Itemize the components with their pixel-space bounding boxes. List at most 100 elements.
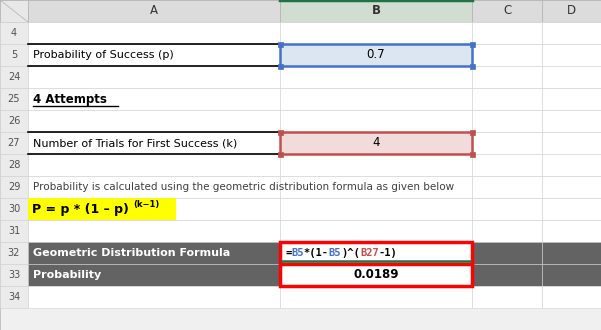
Text: B: B (371, 5, 380, 17)
Bar (280, 220, 472, 242)
Text: Probability: Probability (33, 270, 101, 280)
Bar (0, 22, 28, 44)
Bar (0, 198, 28, 220)
Bar (542, 242, 601, 264)
Bar (0, 88, 28, 110)
Bar (542, 264, 601, 286)
Bar (472, 242, 542, 264)
Bar (28, 0, 280, 22)
Bar (28, 286, 280, 308)
Text: 26: 26 (8, 116, 20, 126)
Bar (280, 132, 472, 154)
Bar (472, 88, 542, 110)
Bar (280, 242, 472, 264)
Bar (0, 0, 28, 22)
Bar (542, 44, 601, 66)
Text: 4 Attempts: 4 Attempts (33, 92, 107, 106)
Text: B27: B27 (360, 248, 379, 258)
Text: Geometric Distribution Formula: Geometric Distribution Formula (33, 248, 230, 258)
Bar (472, 154, 542, 176)
Bar (280, 66, 472, 88)
Bar (280, 110, 472, 132)
Bar (0, 176, 28, 198)
Bar (542, 176, 601, 198)
Bar (28, 220, 280, 242)
Bar (469, 129, 475, 135)
Bar (280, 0, 472, 22)
Bar (542, 110, 601, 132)
Bar (28, 132, 280, 154)
Bar (0, 286, 28, 308)
Bar (472, 198, 542, 220)
Bar (472, 286, 542, 308)
Bar (542, 22, 601, 44)
Text: P = p * (1 – p): P = p * (1 – p) (32, 203, 129, 215)
Bar (278, 63, 282, 69)
Bar (28, 198, 176, 220)
Text: 27: 27 (8, 138, 20, 148)
Bar (28, 198, 280, 220)
Bar (542, 220, 601, 242)
Text: 24: 24 (8, 72, 20, 82)
Bar (28, 242, 280, 264)
Text: )^(: )^( (341, 248, 360, 258)
Bar (469, 63, 475, 69)
Bar (542, 0, 601, 22)
Bar (280, 88, 472, 110)
Bar (278, 129, 282, 135)
Text: D: D (567, 5, 576, 17)
Bar (472, 220, 542, 242)
Bar (280, 264, 472, 286)
Bar (280, 132, 472, 154)
Bar (472, 66, 542, 88)
Text: 32: 32 (8, 248, 20, 258)
Bar (28, 44, 280, 66)
Text: -1): -1) (379, 248, 397, 258)
Text: =: = (285, 248, 291, 258)
Bar (542, 132, 601, 154)
Text: 30: 30 (8, 204, 20, 214)
Text: 31: 31 (8, 226, 20, 236)
Bar (28, 176, 280, 198)
Bar (280, 198, 472, 220)
Text: 28: 28 (8, 160, 20, 170)
Bar (278, 151, 282, 156)
Text: 33: 33 (8, 270, 20, 280)
Bar (280, 242, 472, 264)
Bar (280, 154, 472, 176)
Bar (472, 44, 542, 66)
Text: A: A (150, 5, 158, 17)
Bar (472, 176, 542, 198)
Text: 4: 4 (372, 137, 380, 149)
Bar (472, 0, 542, 22)
Bar (0, 242, 28, 264)
Text: 4: 4 (11, 28, 17, 38)
Bar (28, 110, 280, 132)
Text: *(1-: *(1- (304, 248, 329, 258)
Bar (280, 44, 472, 66)
Bar (0, 132, 28, 154)
Bar (469, 42, 475, 47)
Bar (472, 264, 542, 286)
Text: (k−1): (k−1) (133, 200, 159, 209)
Bar (0, 44, 28, 66)
Bar (280, 44, 472, 66)
Bar (472, 132, 542, 154)
Bar (472, 110, 542, 132)
Bar (469, 151, 475, 156)
Bar (542, 66, 601, 88)
Text: 0.7: 0.7 (367, 49, 385, 61)
Bar (0, 66, 28, 88)
Bar (280, 264, 472, 286)
Text: C: C (503, 5, 511, 17)
Bar (280, 286, 472, 308)
Bar (0, 154, 28, 176)
Bar (28, 22, 280, 44)
Text: 5: 5 (11, 50, 17, 60)
Text: 0.0189: 0.0189 (353, 269, 398, 281)
Text: B5: B5 (329, 248, 341, 258)
Bar (28, 88, 280, 110)
Bar (542, 198, 601, 220)
Bar (0, 264, 28, 286)
Text: Probability is calculated using the geometric distribution formula as given belo: Probability is calculated using the geom… (33, 182, 454, 192)
